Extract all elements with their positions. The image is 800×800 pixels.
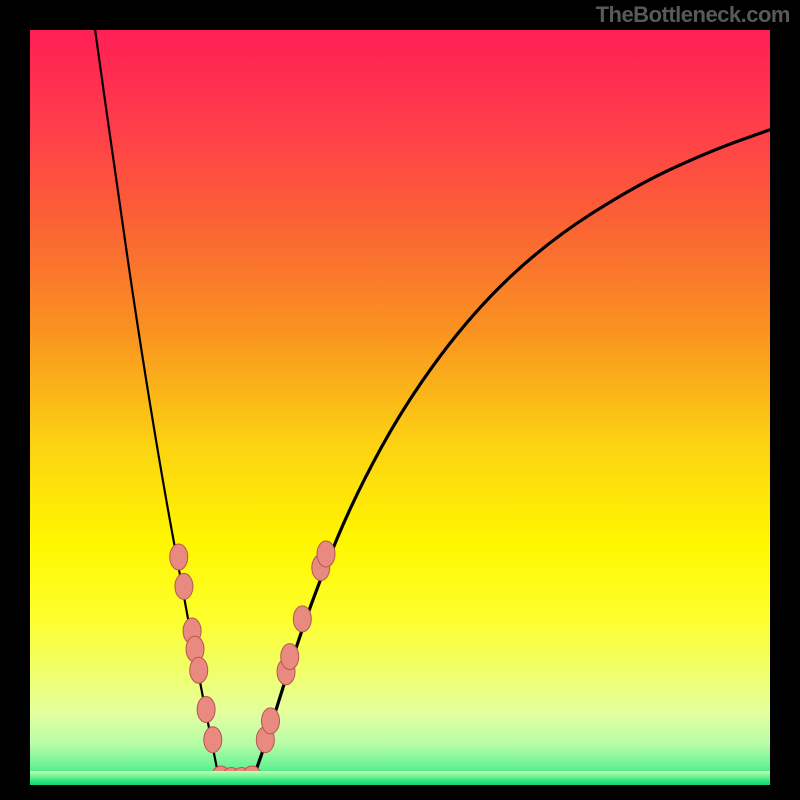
green-bottom-strip bbox=[30, 771, 770, 785]
data-marker bbox=[281, 644, 299, 670]
data-marker bbox=[317, 541, 335, 567]
data-marker bbox=[175, 573, 193, 599]
data-marker bbox=[190, 657, 208, 683]
data-marker bbox=[170, 544, 188, 570]
data-marker bbox=[262, 708, 280, 734]
gradient-background bbox=[30, 30, 770, 785]
bottleneck-chart bbox=[30, 30, 770, 785]
watermark-text: TheBottleneck.com bbox=[596, 2, 790, 28]
data-marker bbox=[197, 697, 215, 723]
data-marker bbox=[204, 727, 222, 753]
data-marker bbox=[293, 606, 311, 632]
